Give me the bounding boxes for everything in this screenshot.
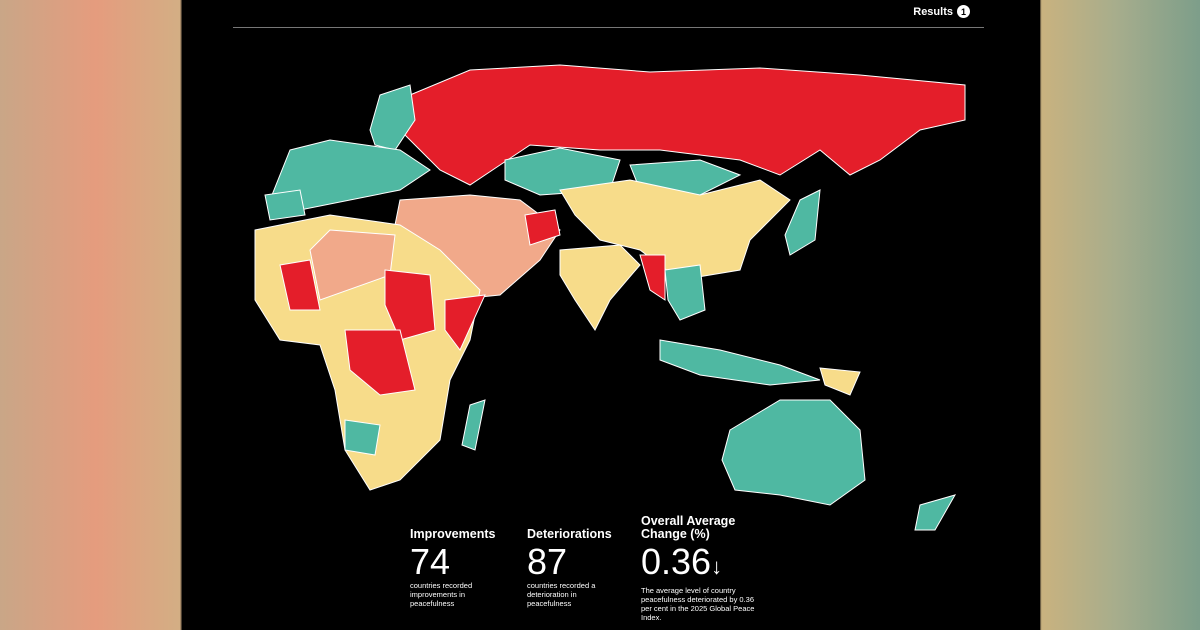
region [344,329,416,396]
region [461,399,486,451]
region [559,179,791,281]
region [524,209,561,246]
stat-description: countries recorded improvements in peace… [410,581,473,608]
stat: Overall Average Change (%) 0.36↓ The ave… [641,514,761,623]
stat-value-row: 0.36↓ [641,543,761,586]
region [309,229,396,301]
region [819,367,861,396]
region [279,259,321,311]
stat-label: Improvements [410,527,496,541]
region [659,339,821,386]
results-title: Results [913,5,953,18]
region [444,294,486,351]
region [914,494,957,531]
region [399,64,966,186]
region [664,264,706,321]
results-tab[interactable]: Results 1 [913,5,970,18]
countries [254,64,966,531]
stat-arrow: ↓ [711,554,723,579]
region [784,189,821,256]
region [559,244,641,331]
header-rule [233,27,984,28]
region [721,399,866,506]
stat: Improvements 74 countries recorded impro… [410,515,528,609]
stat-value: 74 [410,541,451,582]
stat-value: 0.36 [641,541,712,582]
stat-label: Overall Average Change (%) [641,514,736,541]
results-badge: 1 [957,5,970,18]
region [344,419,381,456]
stat: Deteriorations 87 countries recorded a d… [527,515,645,609]
region [639,254,666,301]
region [384,269,436,341]
stat-value: 87 [527,541,568,582]
region [264,189,306,221]
stat-description: The average level of country peacefulnes… [641,586,755,622]
region [369,84,416,151]
stat-description: countries recorded a deterioration in pe… [527,581,596,608]
stat-label: Deteriorations [527,527,612,541]
